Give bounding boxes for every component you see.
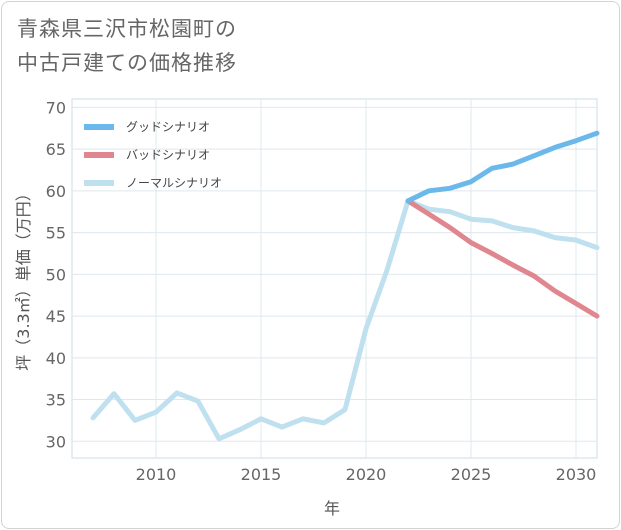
series-lines [90, 130, 600, 442]
y-tick-label: 45 [46, 307, 66, 326]
x-tick-label: 2010 [136, 465, 177, 484]
y-tick-label: 65 [46, 140, 66, 159]
series-line-0 [405, 130, 600, 204]
x-axis-label: 年 [324, 499, 340, 518]
x-tick-label: 2030 [556, 465, 597, 484]
x-tick-label: 2015 [241, 465, 282, 484]
y-axis-ticks: 30 35 40 45 50 55 60 65 70 [46, 98, 66, 451]
y-tick-label: 55 [46, 224, 66, 243]
y-tick-label: 40 [46, 349, 66, 368]
y-tick-label: 70 [46, 98, 66, 117]
legend-label: バッドシナリオ [126, 148, 210, 162]
plot-area [71, 98, 598, 459]
grid-lines [72, 99, 597, 458]
x-axis-ticks: 2010 2015 2020 2025 2030 [136, 465, 597, 484]
chart-title-line-2: 中古戸建ての価格推移 [17, 51, 237, 75]
legend-label: ノーマルシナリオ [126, 176, 222, 190]
chart-title: 青森県三沢市松園町の 中古戸建ての価格推移 [17, 12, 237, 80]
y-tick-label: 35 [46, 391, 66, 410]
y-tick-label: 50 [46, 265, 66, 284]
series-line-2 [90, 198, 600, 442]
chart-title-line-1: 青森県三沢市松園町の [17, 17, 237, 41]
series-line-1 [405, 198, 600, 319]
x-tick-label: 2020 [346, 465, 387, 484]
legend-label: グッドシナリオ [126, 120, 210, 134]
y-tick-label: 60 [46, 182, 66, 201]
y-tick-label: 30 [46, 432, 66, 451]
y-axis-label: 坪（3.3㎡）単価（万円） [14, 185, 33, 370]
x-tick-label: 2025 [451, 465, 492, 484]
